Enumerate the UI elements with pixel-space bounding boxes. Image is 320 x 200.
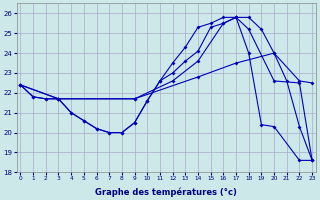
X-axis label: Graphe des températures (°c): Graphe des températures (°c) bbox=[95, 187, 237, 197]
